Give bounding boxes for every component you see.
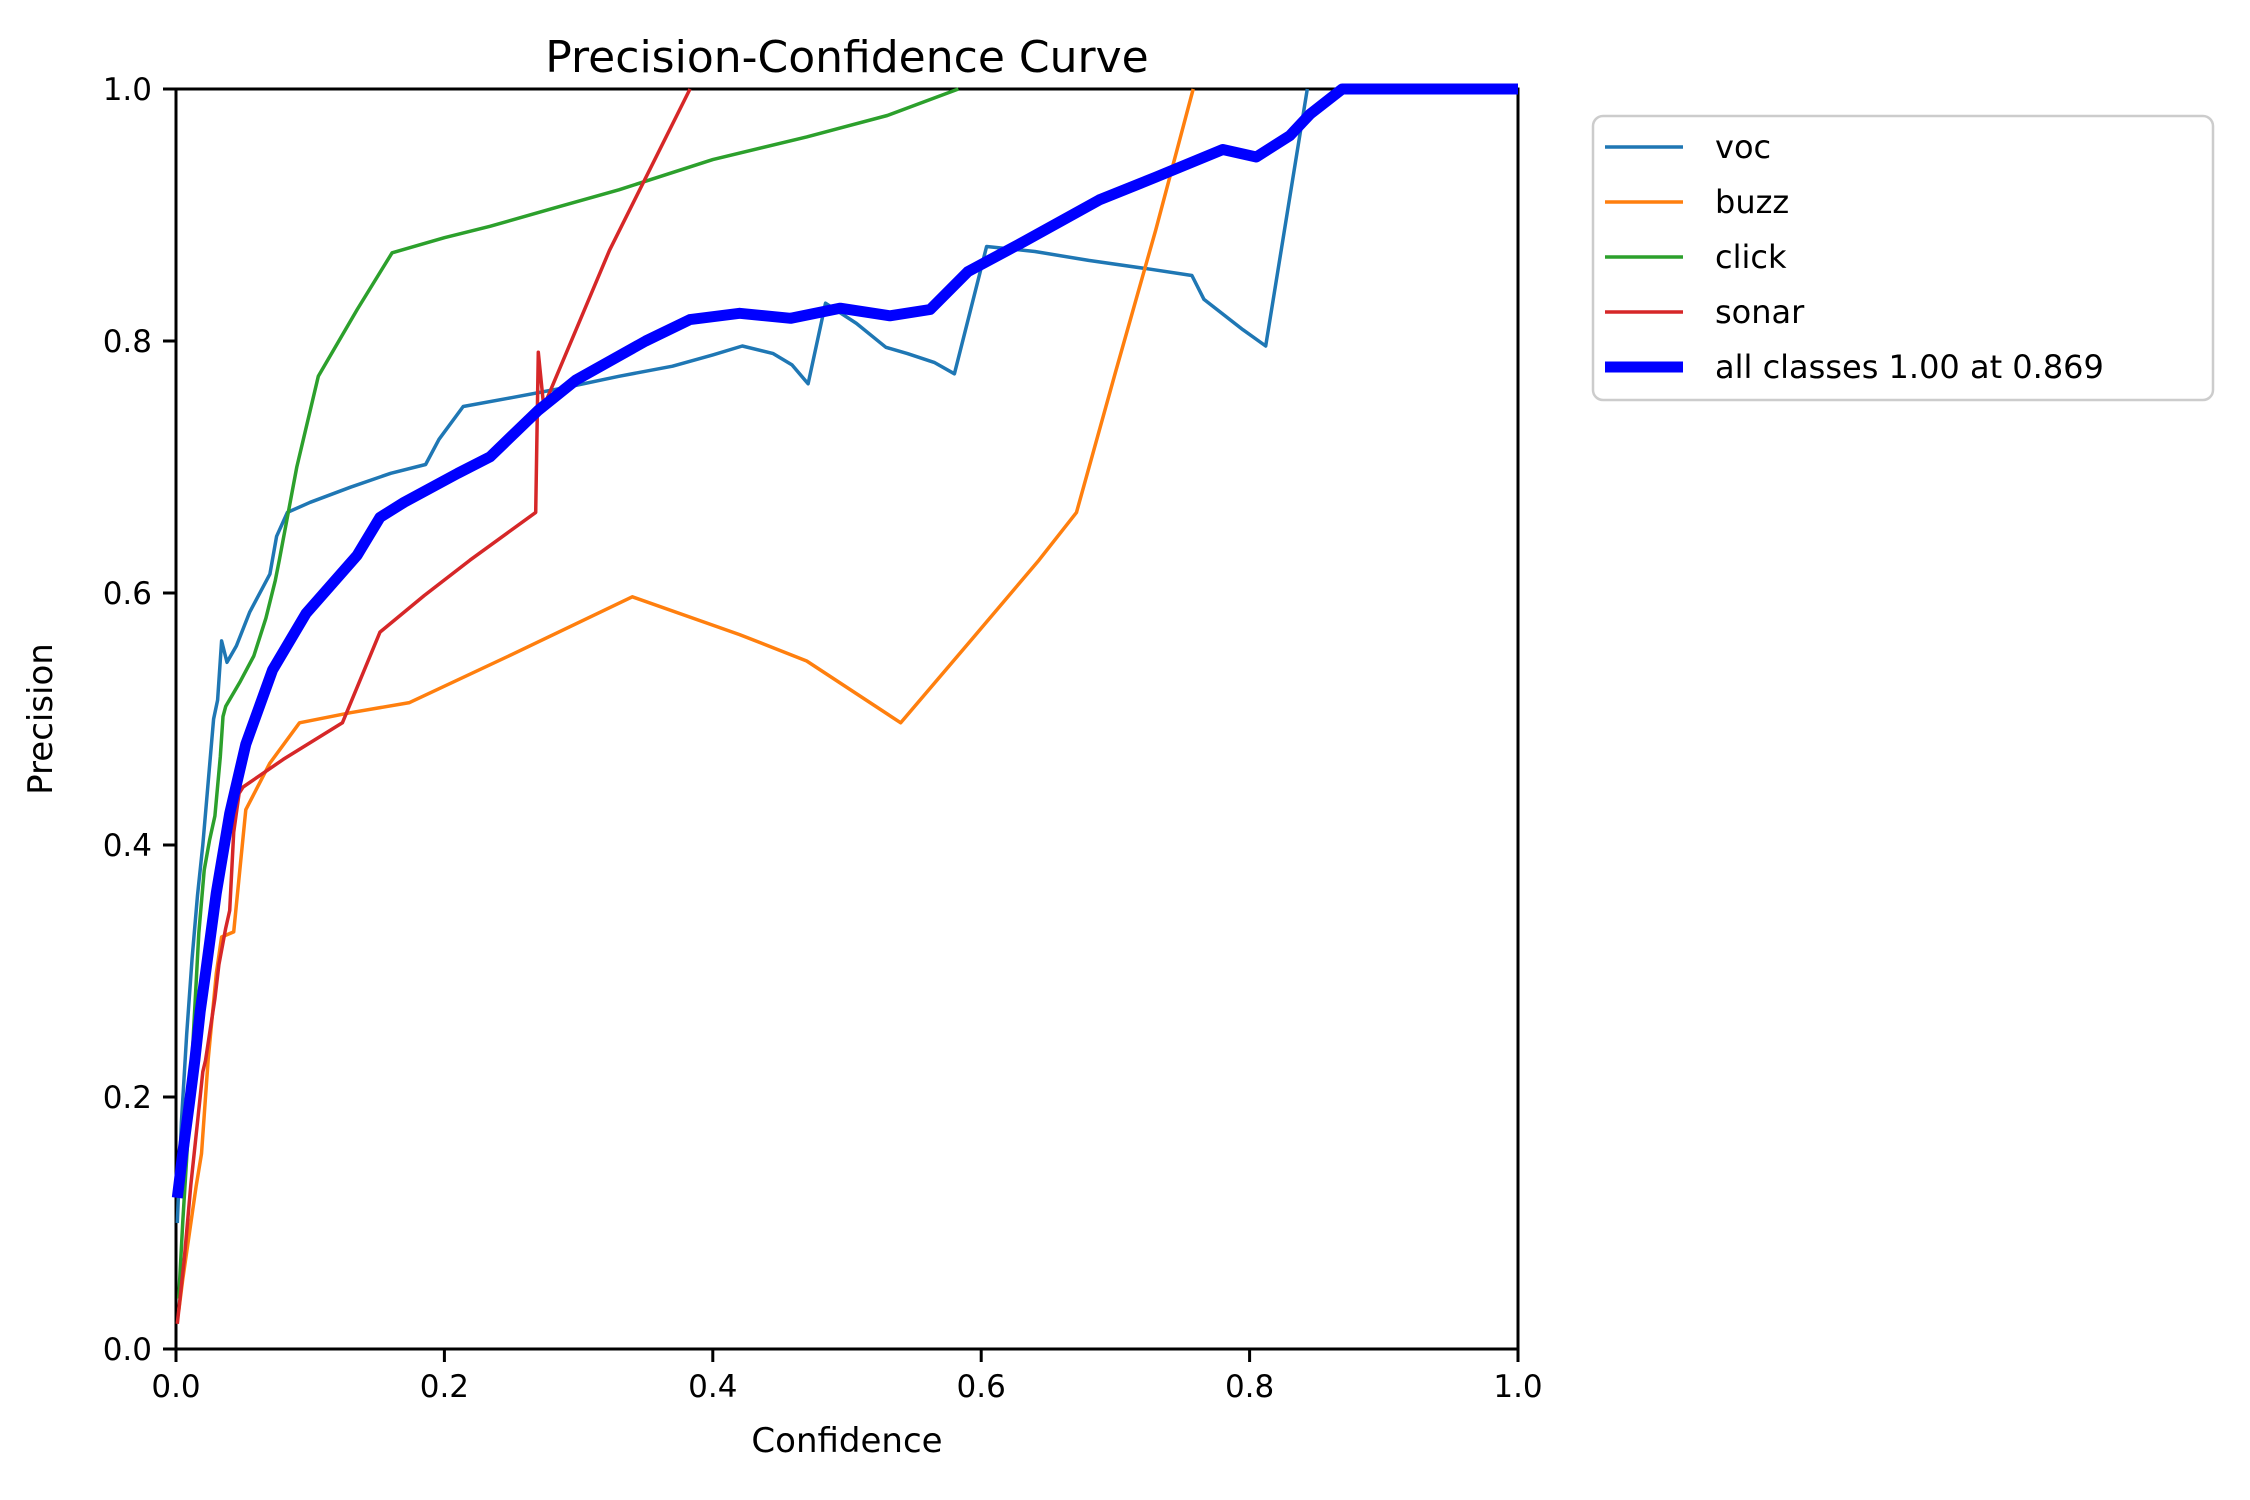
x-tick-label: 0.6 [957,1369,1006,1405]
series-layer [171,83,1518,1324]
series-line-buzz [176,88,1195,1312]
y-tick-label: 0.0 [103,1332,152,1368]
x-tick-label: 0.4 [688,1369,737,1405]
legend-box [1591,114,2215,402]
series-line-all [171,83,1518,1199]
x-tick-label: 0.2 [420,1369,469,1405]
y-tick-label: 1.0 [103,72,152,108]
plot-frame [174,87,1520,1351]
y-tick-label: 0.8 [103,324,152,360]
x-tick-label: 1.0 [1493,1369,1542,1405]
x-tick-label: 0.8 [1225,1369,1274,1405]
legend-entry-label: click [1715,238,1787,276]
chart-title: Precision-Confidence Curve [545,32,1148,83]
series-line-voc [175,88,1310,1224]
legend-layer: voc buzz click sonar all classes 1.00 at 0.8… [1591,114,2215,402]
legend-entry-label: sonar [1715,293,1805,331]
y-tick-label: 0.2 [103,1080,152,1116]
y-axis-label: Precision [21,643,61,795]
y-tick-label: 0.6 [103,576,152,612]
ticks-layer: 0.0 0.2 0.4 0.6 0.8 1.0 0.0 0.2 0.4 0.6 0.8 1.0 [103,72,1543,1405]
y-tick-label: 0.4 [103,828,152,864]
legend-entry-label: voc [1715,128,1771,166]
x-axis-label: Confidence [751,1421,942,1461]
x-tick-label: 0.0 [151,1369,200,1405]
series-line-click [176,87,960,1299]
legend-entry-label: buzz [1715,183,1789,221]
legend-entry-label: all classes 1.00 at 0.869 [1715,348,2104,386]
